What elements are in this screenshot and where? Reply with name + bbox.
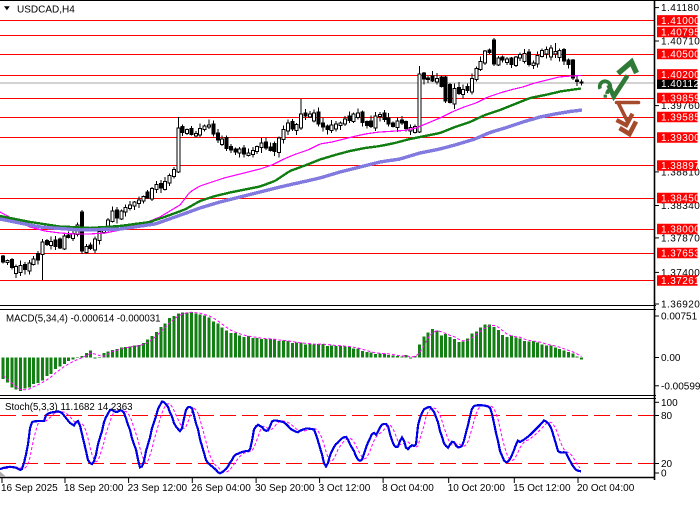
svg-text:16 Sep 2025: 16 Sep 2025 [1, 483, 58, 494]
svg-text:1.40200: 1.40200 [661, 70, 700, 81]
svg-text:1.38450: 1.38450 [661, 194, 700, 205]
svg-text:1.39585: 1.39585 [661, 113, 700, 124]
svg-text:1.41180: 1.41180 [661, 3, 700, 14]
svg-text:8 Oct 04:00: 8 Oct 04:00 [382, 483, 434, 494]
svg-text:15 Oct 12:00: 15 Oct 12:00 [513, 483, 571, 494]
svg-text:1.39300: 1.39300 [661, 133, 700, 144]
svg-text:MACD(5,34,4) -0.000614 -0.0000: MACD(5,34,4) -0.000614 -0.000031 [6, 314, 161, 325]
svg-text:100: 100 [661, 398, 678, 409]
svg-text:20: 20 [661, 459, 673, 470]
svg-text:1.37261: 1.37261 [661, 276, 700, 287]
svg-text:1.40112: 1.40112 [661, 79, 700, 90]
svg-text:0: 0 [661, 469, 667, 480]
svg-text:1.40795: 1.40795 [661, 28, 700, 39]
svg-text:1.38000: 1.38000 [661, 225, 700, 236]
svg-text:1.36920: 1.36920 [661, 300, 700, 311]
svg-text:1.38340: 1.38340 [661, 201, 700, 212]
svg-text:1.41000: 1.41000 [661, 16, 700, 27]
svg-text:23 Sep 12:00: 23 Sep 12:00 [128, 483, 188, 494]
svg-text:10 Oct 20:00: 10 Oct 20:00 [448, 483, 506, 494]
svg-text:3 Oct 12:00: 3 Oct 12:00 [319, 483, 371, 494]
svg-text:0.00751: 0.00751 [661, 312, 698, 323]
svg-text:1.37870: 1.37870 [661, 233, 700, 244]
svg-text:1.40710: 1.40710 [661, 37, 700, 48]
svg-text:USDCAD,H4: USDCAD,H4 [17, 5, 75, 16]
svg-text:18 Sep 20:00: 18 Sep 20:00 [64, 483, 124, 494]
svg-text:20 Oct 04:00: 20 Oct 04:00 [577, 483, 635, 494]
svg-text:-0.005994: -0.005994 [661, 381, 700, 392]
svg-text:1.39859: 1.39859 [661, 94, 700, 105]
svg-text:0.00: 0.00 [661, 353, 681, 364]
svg-text:1.38897: 1.38897 [661, 161, 700, 172]
svg-text:1.39760: 1.39760 [661, 101, 700, 112]
svg-text:1.37400: 1.37400 [661, 268, 700, 279]
svg-text:1.40500: 1.40500 [661, 50, 700, 61]
svg-text:80: 80 [661, 411, 673, 422]
svg-text:Stoch(5,3,3) 11.1682 14.2363: Stoch(5,3,3) 11.1682 14.2363 [5, 402, 132, 413]
svg-text:26 Sep 04:00: 26 Sep 04:00 [191, 483, 251, 494]
svg-text:1.37653: 1.37653 [661, 249, 700, 260]
svg-text:30 Sep 20:00: 30 Sep 20:00 [255, 483, 315, 494]
svg-text:1.38810: 1.38810 [661, 167, 700, 178]
